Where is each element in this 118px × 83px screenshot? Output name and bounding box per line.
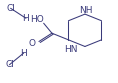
Text: H: H	[23, 14, 29, 23]
Text: H: H	[20, 49, 27, 58]
Text: NH: NH	[79, 6, 93, 15]
Text: HN: HN	[64, 45, 78, 54]
Text: HO: HO	[30, 15, 43, 24]
Text: Cl: Cl	[5, 60, 14, 69]
Text: Cl: Cl	[6, 4, 15, 13]
Text: O: O	[28, 40, 35, 48]
